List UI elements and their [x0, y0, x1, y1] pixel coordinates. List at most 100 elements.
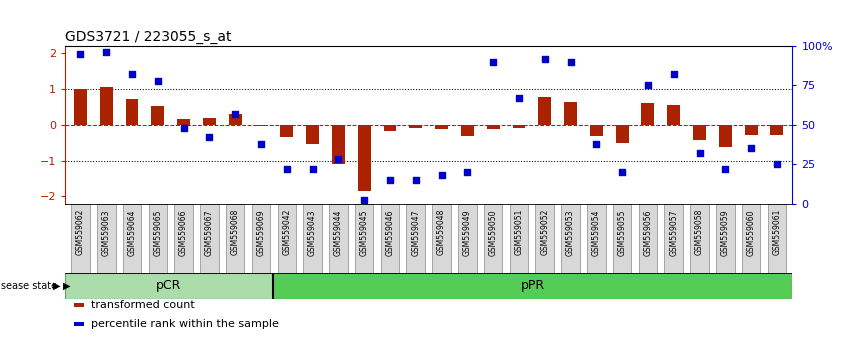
Point [383, 177, 397, 183]
Bar [487, 125, 500, 129]
Bar [281, 125, 294, 137]
Text: ▶: ▶ [63, 281, 71, 291]
FancyBboxPatch shape [690, 204, 708, 273]
Point [590, 141, 604, 147]
Text: transformed count: transformed count [91, 300, 195, 310]
Text: GSM559062: GSM559062 [76, 209, 85, 256]
Point [564, 59, 578, 64]
Bar [719, 125, 732, 147]
Point [461, 169, 475, 175]
Bar [332, 125, 345, 164]
Bar [100, 87, 113, 125]
FancyBboxPatch shape [406, 204, 425, 273]
Text: GSM559059: GSM559059 [721, 209, 730, 256]
Text: GSM559065: GSM559065 [153, 209, 162, 256]
Text: GSM559060: GSM559060 [746, 209, 756, 256]
Bar [410, 125, 423, 128]
Text: GSM559066: GSM559066 [179, 209, 188, 256]
Point [332, 156, 346, 162]
Point [719, 166, 733, 172]
FancyBboxPatch shape [303, 204, 322, 273]
Point [229, 111, 242, 116]
Point [486, 59, 500, 64]
Point [100, 50, 113, 55]
Bar [384, 125, 397, 131]
Point [693, 150, 707, 156]
Text: GSM559063: GSM559063 [101, 209, 111, 256]
Point [203, 135, 216, 140]
FancyBboxPatch shape [587, 204, 605, 273]
FancyBboxPatch shape [97, 204, 115, 273]
Text: GSM559069: GSM559069 [256, 209, 266, 256]
FancyBboxPatch shape [535, 204, 554, 273]
Bar [358, 125, 371, 191]
Bar [745, 125, 758, 135]
FancyBboxPatch shape [123, 204, 141, 273]
Bar [307, 125, 319, 144]
Text: GSM559061: GSM559061 [772, 209, 781, 256]
Point [615, 169, 629, 175]
Point [280, 166, 294, 172]
FancyBboxPatch shape [71, 204, 90, 273]
Bar [668, 105, 680, 125]
Bar [178, 119, 190, 125]
Point [538, 56, 552, 62]
Point [744, 145, 758, 151]
Bar [693, 125, 706, 140]
Bar [513, 125, 526, 128]
Text: GSM559053: GSM559053 [566, 209, 575, 256]
FancyBboxPatch shape [355, 204, 373, 273]
Point [254, 141, 268, 147]
FancyBboxPatch shape [458, 204, 476, 273]
Point [306, 166, 320, 172]
Text: GSM559049: GSM559049 [462, 209, 472, 256]
Bar [203, 118, 216, 125]
Point [177, 125, 191, 131]
FancyBboxPatch shape [767, 204, 786, 273]
Text: GSM559045: GSM559045 [359, 209, 369, 256]
Text: GSM559047: GSM559047 [411, 209, 420, 256]
Text: GSM559044: GSM559044 [334, 209, 343, 256]
Bar [229, 114, 242, 125]
Text: GSM559052: GSM559052 [540, 209, 549, 256]
Bar [435, 125, 448, 129]
Bar [65, 273, 273, 299]
FancyBboxPatch shape [174, 204, 193, 273]
FancyBboxPatch shape [277, 204, 296, 273]
Bar [74, 89, 87, 125]
Bar [539, 97, 551, 125]
Point [358, 198, 372, 203]
FancyBboxPatch shape [664, 204, 683, 273]
FancyBboxPatch shape [329, 204, 347, 273]
Text: GSM559067: GSM559067 [205, 209, 214, 256]
Bar [255, 125, 268, 126]
Text: GSM559051: GSM559051 [514, 209, 523, 256]
Point [435, 172, 449, 178]
FancyBboxPatch shape [200, 204, 219, 273]
Bar [126, 99, 139, 125]
Text: ▶: ▶ [53, 281, 61, 291]
Bar [771, 125, 784, 135]
Text: GSM559057: GSM559057 [669, 209, 678, 256]
Text: GSM559055: GSM559055 [617, 209, 627, 256]
Text: pCR: pCR [156, 279, 182, 292]
Text: GSM559058: GSM559058 [695, 209, 704, 256]
Point [74, 51, 87, 57]
Text: GSM559046: GSM559046 [385, 209, 395, 256]
FancyBboxPatch shape [149, 204, 167, 273]
Bar [642, 103, 655, 125]
Text: GSM559068: GSM559068 [230, 209, 240, 256]
Text: GSM559050: GSM559050 [488, 209, 498, 256]
FancyBboxPatch shape [716, 204, 734, 273]
Point [409, 177, 423, 183]
Bar [461, 125, 474, 136]
Text: percentile rank within the sample: percentile rank within the sample [91, 319, 279, 329]
FancyBboxPatch shape [510, 204, 528, 273]
Text: GSM559054: GSM559054 [591, 209, 601, 256]
FancyBboxPatch shape [381, 204, 399, 273]
Text: GSM559064: GSM559064 [127, 209, 137, 256]
FancyBboxPatch shape [432, 204, 451, 273]
FancyBboxPatch shape [252, 204, 270, 273]
FancyBboxPatch shape [484, 204, 502, 273]
Bar [273, 273, 792, 299]
